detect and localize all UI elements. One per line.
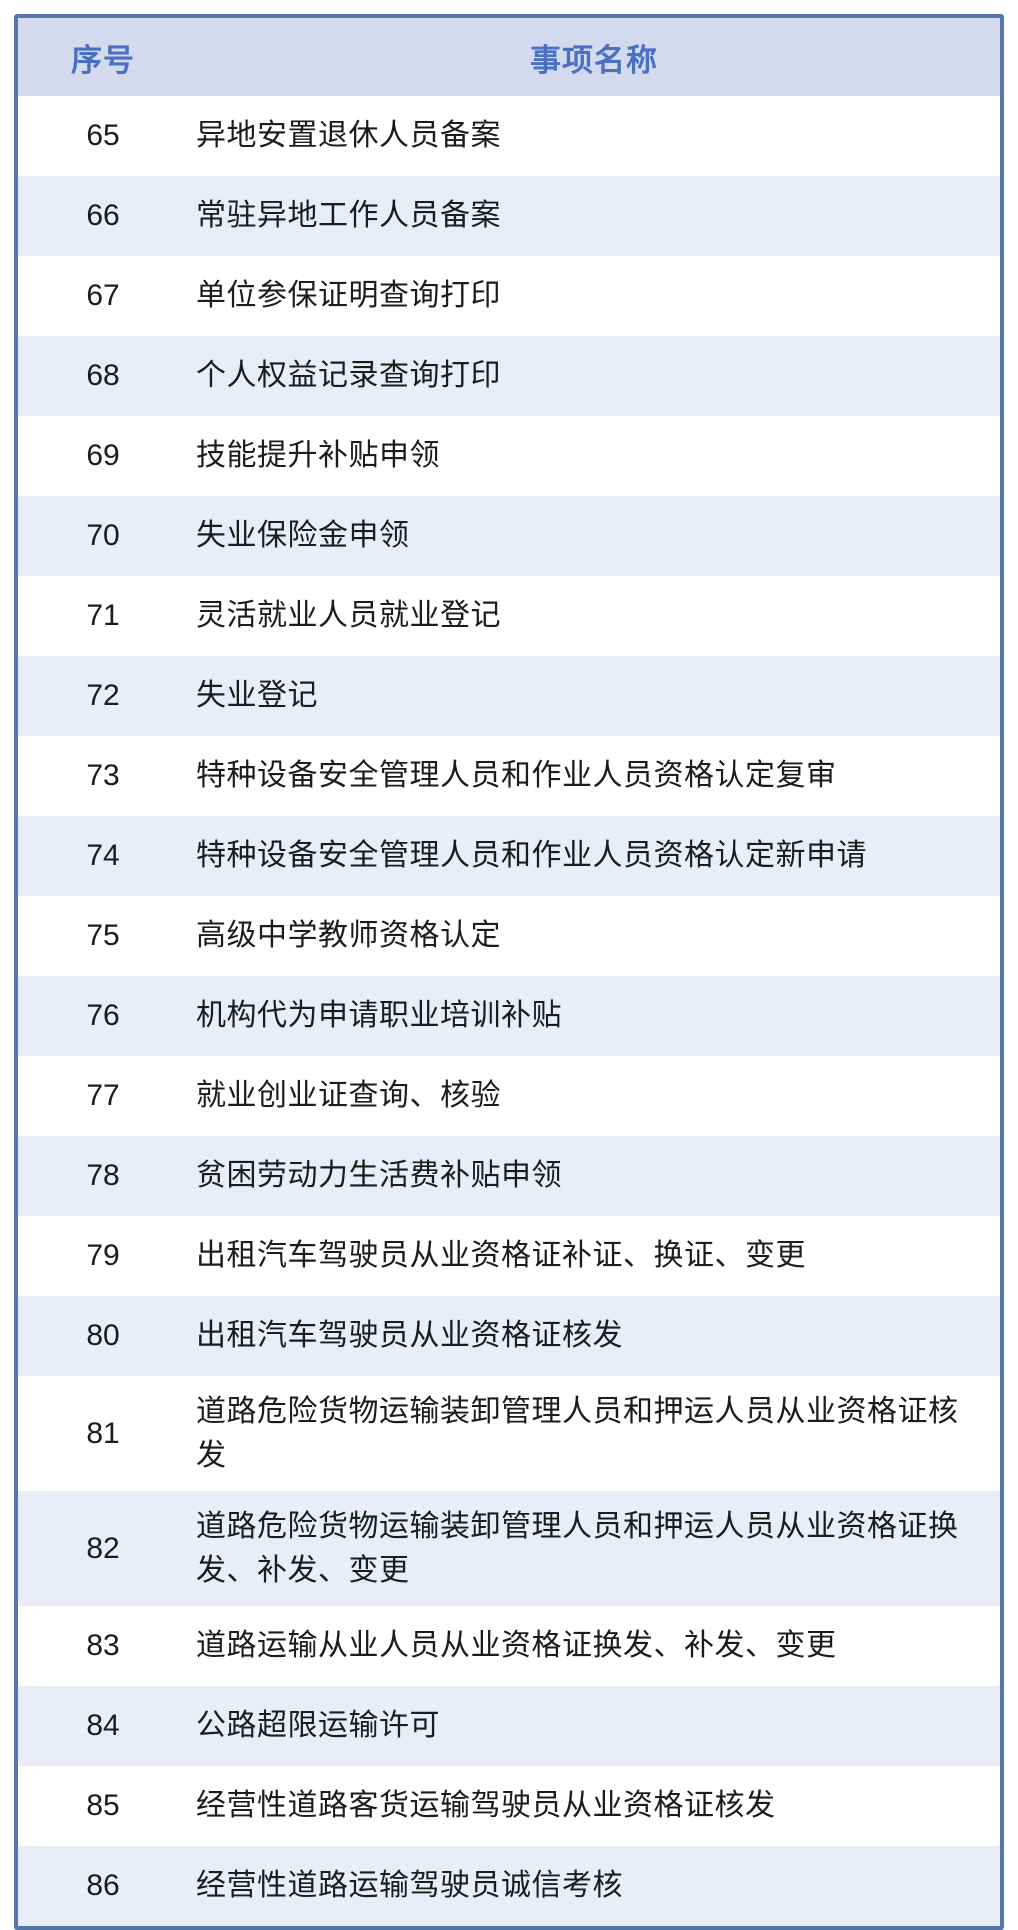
table-row: 86 经营性道路运输驾驶员诚信考核 (18, 1846, 1000, 1926)
table-row: 76 机构代为申请职业培训补贴 (18, 976, 1000, 1056)
row-item-name-cell: 失业保险金申领 (196, 519, 410, 553)
table-row: 84 公路超限运输许可 (18, 1686, 1000, 1766)
row-item-name-cell: 道路危险货物运输装卸管理人员和押运人员从业资格证核发 (196, 1395, 959, 1472)
row-item-name-cell: 道路运输从业人员从业资格证换发、补发、变更 (196, 1629, 837, 1663)
table-row: 67 单位参保证明查询打印 (18, 256, 1000, 336)
row-index-cell: 72 (86, 679, 120, 712)
table-row: 82 道路危险货物运输装卸管理人员和押运人员从业资格证换发、补发、变更 (18, 1491, 1000, 1606)
table-row: 79 出租汽车驾驶员从业资格证补证、换证、变更 (18, 1216, 1000, 1296)
row-index-cell: 66 (86, 199, 120, 232)
row-index-cell: 84 (86, 1709, 120, 1742)
row-item-name-cell: 技能提升补贴申领 (196, 439, 440, 473)
table-row: 77 就业创业证查询、核验 (18, 1056, 1000, 1136)
row-item-name-cell: 单位参保证明查询打印 (196, 279, 501, 313)
table-row: 75 高级中学教师资格认定 (18, 896, 1000, 976)
row-item-name-cell: 失业登记 (196, 679, 318, 713)
table-row: 66 常驻异地工作人员备案 (18, 176, 1000, 256)
row-item-name-cell: 经营性道路客货运输驾驶员从业资格证核发 (196, 1789, 776, 1823)
table-row: 78 贫困劳动力生活费补贴申领 (18, 1136, 1000, 1216)
row-item-name-cell: 灵活就业人员就业登记 (196, 599, 501, 633)
table-row: 71 灵活就业人员就业登记 (18, 576, 1000, 656)
row-index-cell: 73 (86, 759, 120, 792)
service-items-table: 序号 事项名称 65 异地安置退休人员备案 66 常驻异地工作人员备案 67 单位参保证明… (14, 14, 1004, 1930)
table-row: 68 个人权益记录查询打印 (18, 336, 1000, 416)
table-row: 81 道路危险货物运输装卸管理人员和押运人员从业资格证核发 (18, 1376, 1000, 1491)
row-item-name-cell: 经营性道路运输驾驶员诚信考核 (196, 1869, 623, 1903)
row-item-name-cell: 出租汽车驾驶员从业资格证核发 (196, 1319, 623, 1353)
row-index-cell: 67 (86, 279, 120, 312)
table-body: 65 异地安置退休人员备案 66 常驻异地工作人员备案 67 单位参保证明查询打印 68 个人… (18, 96, 1000, 1926)
row-index-cell: 74 (86, 839, 120, 872)
row-item-name-cell: 特种设备安全管理人员和作业人员资格认定新申请 (196, 839, 867, 873)
row-item-name-cell: 高级中学教师资格认定 (196, 919, 501, 953)
table-row: 83 道路运输从业人员从业资格证换发、补发、变更 (18, 1606, 1000, 1686)
row-index-cell: 78 (86, 1159, 120, 1192)
row-index-cell: 86 (86, 1869, 120, 1902)
row-item-name-cell: 常驻异地工作人员备案 (196, 199, 501, 233)
row-item-name-cell: 就业创业证查询、核验 (196, 1079, 501, 1113)
row-index-cell: 70 (86, 519, 120, 552)
row-index-cell: 80 (86, 1319, 120, 1352)
row-item-name-cell: 公路超限运输许可 (196, 1709, 440, 1743)
row-item-name-cell: 机构代为申请职业培训补贴 (196, 999, 562, 1033)
table-row: 73 特种设备安全管理人员和作业人员资格认定复审 (18, 736, 1000, 816)
table-row: 85 经营性道路客货运输驾驶员从业资格证核发 (18, 1766, 1000, 1846)
row-index-cell: 82 (86, 1531, 120, 1565)
row-index-cell: 69 (86, 439, 120, 472)
table-row: 69 技能提升补贴申领 (18, 416, 1000, 496)
row-index-cell: 68 (86, 359, 120, 392)
table-row: 74 特种设备安全管理人员和作业人员资格认定新申请 (18, 816, 1000, 896)
row-index-cell: 79 (86, 1239, 120, 1272)
row-item-name-cell: 贫困劳动力生活费补贴申领 (196, 1159, 562, 1193)
row-index-cell: 85 (86, 1789, 120, 1822)
row-index-cell: 71 (86, 599, 120, 632)
row-index-cell: 77 (86, 1079, 120, 1112)
row-index-cell: 75 (86, 919, 120, 952)
row-index-cell: 65 (86, 119, 120, 152)
row-index-cell: 81 (86, 1416, 120, 1450)
row-item-name-cell: 特种设备安全管理人员和作业人员资格认定复审 (196, 759, 837, 793)
row-index-cell: 76 (86, 999, 120, 1032)
header-index: 序号 (71, 42, 135, 78)
table-row: 80 出租汽车驾驶员从业资格证核发 (18, 1296, 1000, 1376)
row-item-name-cell: 异地安置退休人员备案 (196, 119, 501, 153)
header-item-name: 事项名称 (530, 42, 658, 78)
table-header-row: 序号 事项名称 (18, 18, 1000, 96)
row-item-name-cell: 道路危险货物运输装卸管理人员和押运人员从业资格证换发、补发、变更 (196, 1510, 959, 1587)
row-item-name-cell: 出租汽车驾驶员从业资格证补证、换证、变更 (196, 1239, 806, 1273)
row-item-name-cell: 个人权益记录查询打印 (196, 359, 501, 393)
table-row: 72 失业登记 (18, 656, 1000, 736)
row-index-cell: 83 (86, 1629, 120, 1662)
table-row: 65 异地安置退休人员备案 (18, 96, 1000, 176)
table-row: 70 失业保险金申领 (18, 496, 1000, 576)
